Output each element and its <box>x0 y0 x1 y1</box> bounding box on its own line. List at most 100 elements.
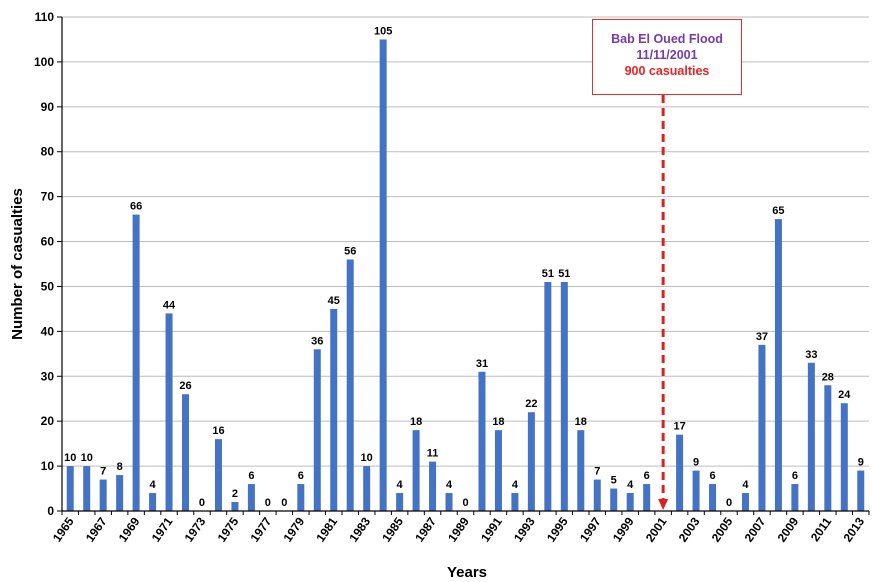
data-label: 6 <box>298 470 304 482</box>
bar <box>346 259 354 511</box>
data-label: 8 <box>117 461 123 473</box>
data-label: 4 <box>446 479 453 491</box>
data-label: 6 <box>792 470 798 482</box>
data-label: 0 <box>726 497 732 509</box>
bar <box>379 39 387 512</box>
bar <box>412 430 420 511</box>
data-label: 66 <box>130 201 142 213</box>
bar <box>511 493 519 511</box>
bar <box>758 344 766 511</box>
x-tick-label: 1965 <box>50 514 77 544</box>
x-tick-label: 1977 <box>248 514 275 544</box>
annotation-title: Bab El Oued Flood <box>611 32 723 46</box>
data-label: 0 <box>265 497 271 509</box>
data-label: 2 <box>232 488 238 500</box>
data-label: 31 <box>476 358 488 370</box>
bar <box>83 466 91 511</box>
y-tick-label: 110 <box>35 10 55 24</box>
bar <box>396 493 404 511</box>
data-label: 4 <box>397 479 404 491</box>
x-tick-label: 1999 <box>610 514 637 544</box>
flood-marker <box>658 95 669 510</box>
bar <box>643 484 651 511</box>
flood-annotation-box: Bab El Oued Flood 11/11/2001 900 casualt… <box>592 19 742 95</box>
bar <box>116 475 124 511</box>
data-label: 45 <box>328 295 340 307</box>
bar <box>840 403 848 511</box>
x-tick-label: 1993 <box>511 514 538 544</box>
x-tick-label: 2011 <box>808 514 835 544</box>
data-label: 65 <box>772 205 784 217</box>
bar <box>807 362 815 511</box>
x-tick-label: 2005 <box>709 514 736 544</box>
data-label: 6 <box>248 470 254 482</box>
bar <box>247 484 255 511</box>
bar <box>774 219 782 511</box>
data-label: 51 <box>558 268 570 280</box>
data-label: 18 <box>410 416 422 428</box>
data-label: 6 <box>709 470 715 482</box>
data-label: 10 <box>81 452 93 464</box>
y-tick-labels: 0 10 20 30 40 50 60 70 80 90 100 110 <box>34 10 54 518</box>
y-tick-label: 10 <box>41 459 55 473</box>
annotation-casualties: 900 casualties <box>624 64 710 78</box>
data-label: 9 <box>693 457 699 469</box>
data-label: 7 <box>594 466 600 478</box>
data-label: 4 <box>742 479 749 491</box>
axes <box>57 16 870 515</box>
data-label: 22 <box>525 398 537 410</box>
x-tick-label: 2001 <box>643 514 670 544</box>
x-tick-label: 1973 <box>182 514 209 544</box>
bar <box>214 439 222 511</box>
y-tick-label: 60 <box>41 235 55 249</box>
x-tick-label: 1979 <box>280 514 307 544</box>
data-label: 36 <box>311 335 323 347</box>
data-label: 105 <box>374 25 392 37</box>
x-tick-label: 1995 <box>544 514 571 544</box>
data-label: 10 <box>64 452 76 464</box>
x-tick-label: 1969 <box>116 514 143 544</box>
bar <box>66 466 74 511</box>
data-label: 7 <box>100 466 106 478</box>
data-label: 6 <box>644 470 650 482</box>
bar <box>593 479 601 511</box>
bar <box>577 430 585 511</box>
bar <box>824 385 832 511</box>
bar <box>182 394 190 511</box>
y-axis-title: Number of casualties <box>9 188 26 340</box>
data-label: 28 <box>822 371 834 383</box>
x-tick-label: 1997 <box>577 514 604 544</box>
bar <box>709 484 717 511</box>
x-tick-label: 1985 <box>379 514 406 544</box>
data-label: 5 <box>611 475 617 487</box>
x-tick-label: 1971 <box>149 514 176 544</box>
bar <box>791 484 799 511</box>
bar <box>527 412 535 511</box>
bar <box>149 493 157 511</box>
x-tick-label: 2009 <box>775 514 802 544</box>
bar <box>330 308 338 511</box>
x-tick-label: 2013 <box>840 514 867 544</box>
data-label: 4 <box>512 479 519 491</box>
bars <box>66 39 865 512</box>
data-label: 4 <box>150 479 157 491</box>
data-label: 26 <box>179 380 191 392</box>
data-label: 0 <box>199 497 205 509</box>
y-tick-label: 40 <box>41 324 55 338</box>
x-tick-label: 1983 <box>346 514 373 544</box>
bar <box>544 281 552 511</box>
bar <box>313 349 321 511</box>
data-label: 9 <box>858 457 864 469</box>
data-label: 10 <box>361 452 373 464</box>
x-tick-label: 2003 <box>676 514 703 544</box>
x-axis-title: Years <box>447 564 487 581</box>
data-label: 18 <box>492 416 504 428</box>
data-label: 18 <box>575 416 587 428</box>
y-tick-label: 100 <box>34 55 54 69</box>
bar <box>692 470 700 511</box>
data-label: 4 <box>627 479 634 491</box>
y-tick-label: 0 <box>47 504 54 518</box>
bar <box>165 313 173 511</box>
